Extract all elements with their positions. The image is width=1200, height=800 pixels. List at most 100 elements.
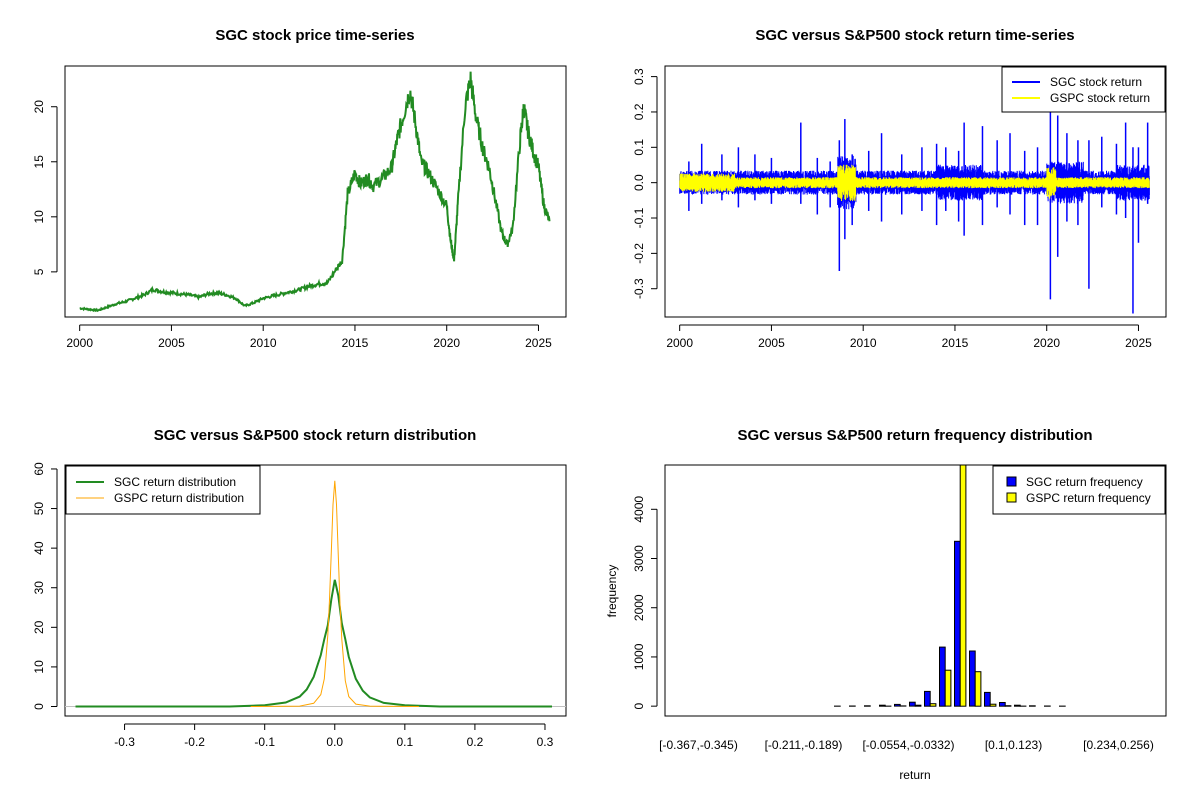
- price-y-tick-label: 10: [32, 210, 46, 224]
- returns-legend-box: [1001, 66, 1166, 113]
- frequency-x-tick-label: [-0.367,-0.345): [659, 738, 738, 752]
- frequency-y-tick-label: 3000: [632, 545, 646, 572]
- density-chart-title: SGC versus S&P500 stock return distribut…: [154, 427, 477, 444]
- density-x-tick-label: -0.1: [254, 735, 275, 749]
- density-y-tick-label: 10: [32, 660, 46, 674]
- density-x-tick-label: 0.2: [467, 735, 484, 749]
- frequency-x-tick-label: [0.1,0.123): [985, 738, 1042, 752]
- frequency-gspc-bar: [914, 704, 922, 707]
- price-x-tick-label: 2025: [525, 336, 552, 350]
- frequency-sgc-bar: [969, 650, 976, 707]
- frequency-legend-label-gspc: GSPC return frequency: [1026, 491, 1151, 505]
- price-chart-title: SGC stock price time-series: [215, 27, 414, 44]
- frequency-sgc-bar: [984, 691, 991, 707]
- density-axes: -0.3 -0.2 -0.1 0.0 0.1 0.2 0.3 0 10 20 30 40 50 60: [32, 462, 554, 749]
- price-series-line: [79, 71, 551, 313]
- density-y-tick-label: 0: [32, 703, 46, 710]
- frequency-sgc-bar: [924, 690, 931, 707]
- returns-x-tick-label: 2015: [942, 336, 969, 350]
- frequency-sgc-bar: [939, 646, 946, 707]
- frequency-sgc-bar: [909, 701, 916, 707]
- returns-y-tick-label: 0.2: [632, 103, 646, 120]
- frequency-gspc-bar: [959, 464, 967, 707]
- frequency-legend-swatch-sgc: [1006, 476, 1017, 487]
- frequency-gspc-bar: [989, 703, 997, 707]
- frequency-plot-box: [664, 464, 1167, 717]
- returns-legend-label-sgc: SGC stock return: [1050, 75, 1142, 89]
- frequency-axes: 0 1000 2000 3000 4000 [-0.367,-0.345) [-0.211,…: [632, 496, 1154, 752]
- returns-x-tick-label: 2020: [1033, 336, 1060, 350]
- density-plot-box: [64, 464, 567, 717]
- returns-chart-title: SGC versus S&P500 stock return time-seri…: [755, 27, 1074, 44]
- returns-legend: SGC stock return GSPC stock return: [1001, 66, 1166, 113]
- price-x-tick-label: 2005: [158, 336, 185, 350]
- frequency-sgc-bar: [954, 540, 961, 707]
- density-series: [65, 480, 566, 708]
- price-y-tick-label: 15: [32, 155, 46, 169]
- frequency-legend-box: [992, 465, 1166, 515]
- density-y-tick-label: 50: [32, 502, 46, 516]
- frequency-y-tick-label: 0: [632, 703, 646, 710]
- frequency-x-axis-label: return: [899, 768, 930, 782]
- returns-axes: 2000 2005 2010 2015 2020 2025 -0.3 -0.2 -0.1 0.0 0…: [632, 68, 1152, 350]
- frequency-gspc-bar: [929, 703, 937, 707]
- returns-y-tick-label: -0.2: [632, 243, 646, 264]
- returns-y-tick-label: 0.1: [632, 139, 646, 156]
- frequency-y-tick-label: 1000: [632, 643, 646, 670]
- frequency-gspc-bar: [1004, 705, 1012, 707]
- frequency-chart-title: SGC versus S&P500 return frequency distr…: [737, 427, 1092, 444]
- density-legend: SGC return distribution GSPC return dist…: [65, 465, 261, 515]
- density-legend-label-gspc: GSPC return distribution: [114, 491, 244, 505]
- density-x-tick-label: 0.1: [396, 735, 413, 749]
- returns-x-tick-label: 2000: [666, 336, 693, 350]
- price-series: [79, 71, 551, 313]
- frequency-x-tick-label: [-0.211,-0.189): [765, 738, 843, 752]
- frequency-x-tick-label: [-0.0554,-0.0332): [862, 738, 954, 752]
- price-x-tick-label: 2000: [66, 336, 93, 350]
- frequency-y-tick-label: 4000: [632, 496, 646, 523]
- panel-returns: SGC versus S&P500 stock return time-seri…: [632, 27, 1167, 350]
- density-legend-box: [65, 465, 261, 515]
- returns-legend-label-gspc: GSPC stock return: [1050, 91, 1150, 105]
- panel-density: SGC versus S&P500 stock return distribut…: [32, 427, 567, 749]
- frequency-sgc-bar: [894, 703, 901, 707]
- frequency-y-axis-label: frequency: [605, 565, 619, 618]
- price-x-tick-label: 2015: [342, 336, 369, 350]
- density-legend-label-sgc: SGC return distribution: [114, 475, 236, 489]
- panel-price: SGC stock price time-series 2000 2005 2010…: [32, 27, 567, 350]
- returns-y-tick-label: -0.3: [632, 278, 646, 299]
- returns-x-tick-label: 2005: [758, 336, 785, 350]
- density-x-tick-label: 0.0: [326, 735, 343, 749]
- frequency-legend-swatch-gspc: [1006, 492, 1017, 503]
- returns-y-tick-label: -0.1: [632, 207, 646, 228]
- price-y-tick-label: 5: [32, 268, 46, 275]
- price-x-tick-label: 2010: [250, 336, 277, 350]
- returns-plot-box: [664, 65, 1167, 318]
- returns-y-tick-label: 0.3: [632, 68, 646, 85]
- density-x-tick-label: -0.2: [184, 735, 205, 749]
- returns-x-tick-label: 2010: [850, 336, 877, 350]
- density-gspc-line: [250, 480, 419, 707]
- returns-series: [679, 111, 1150, 314]
- density-y-tick-label: 30: [32, 581, 46, 595]
- frequency-legend-label-sgc: SGC return frequency: [1026, 475, 1143, 489]
- density-x-tick-label: 0.3: [537, 735, 554, 749]
- price-axes: 2000 2005 2010 2015 2020 2025 5 10 15 20: [32, 100, 552, 350]
- density-y-tick-label: 40: [32, 541, 46, 555]
- density-sgc-line: [75, 579, 552, 708]
- frequency-sgc-bar: [999, 702, 1006, 707]
- returns-y-tick-label: 0.0: [632, 174, 646, 191]
- frequency-legend: SGC return frequency GSPC return frequen…: [992, 465, 1166, 515]
- density-y-tick-label: 20: [32, 620, 46, 634]
- frequency-sgc-bar: [1014, 704, 1021, 707]
- frequency-sgc-bar: [879, 704, 886, 707]
- density-y-tick-label: 60: [32, 462, 46, 476]
- frequency-gspc-bar: [974, 671, 982, 707]
- panel-frequency: SGC versus S&P500 return frequency distr…: [605, 427, 1167, 782]
- frequency-series: [834, 464, 1066, 707]
- density-x-tick-label: -0.3: [114, 735, 135, 749]
- price-y-tick-label: 20: [32, 100, 46, 114]
- frequency-x-tick-label: [0.234,0.256): [1083, 738, 1154, 752]
- price-plot-box: [64, 65, 567, 318]
